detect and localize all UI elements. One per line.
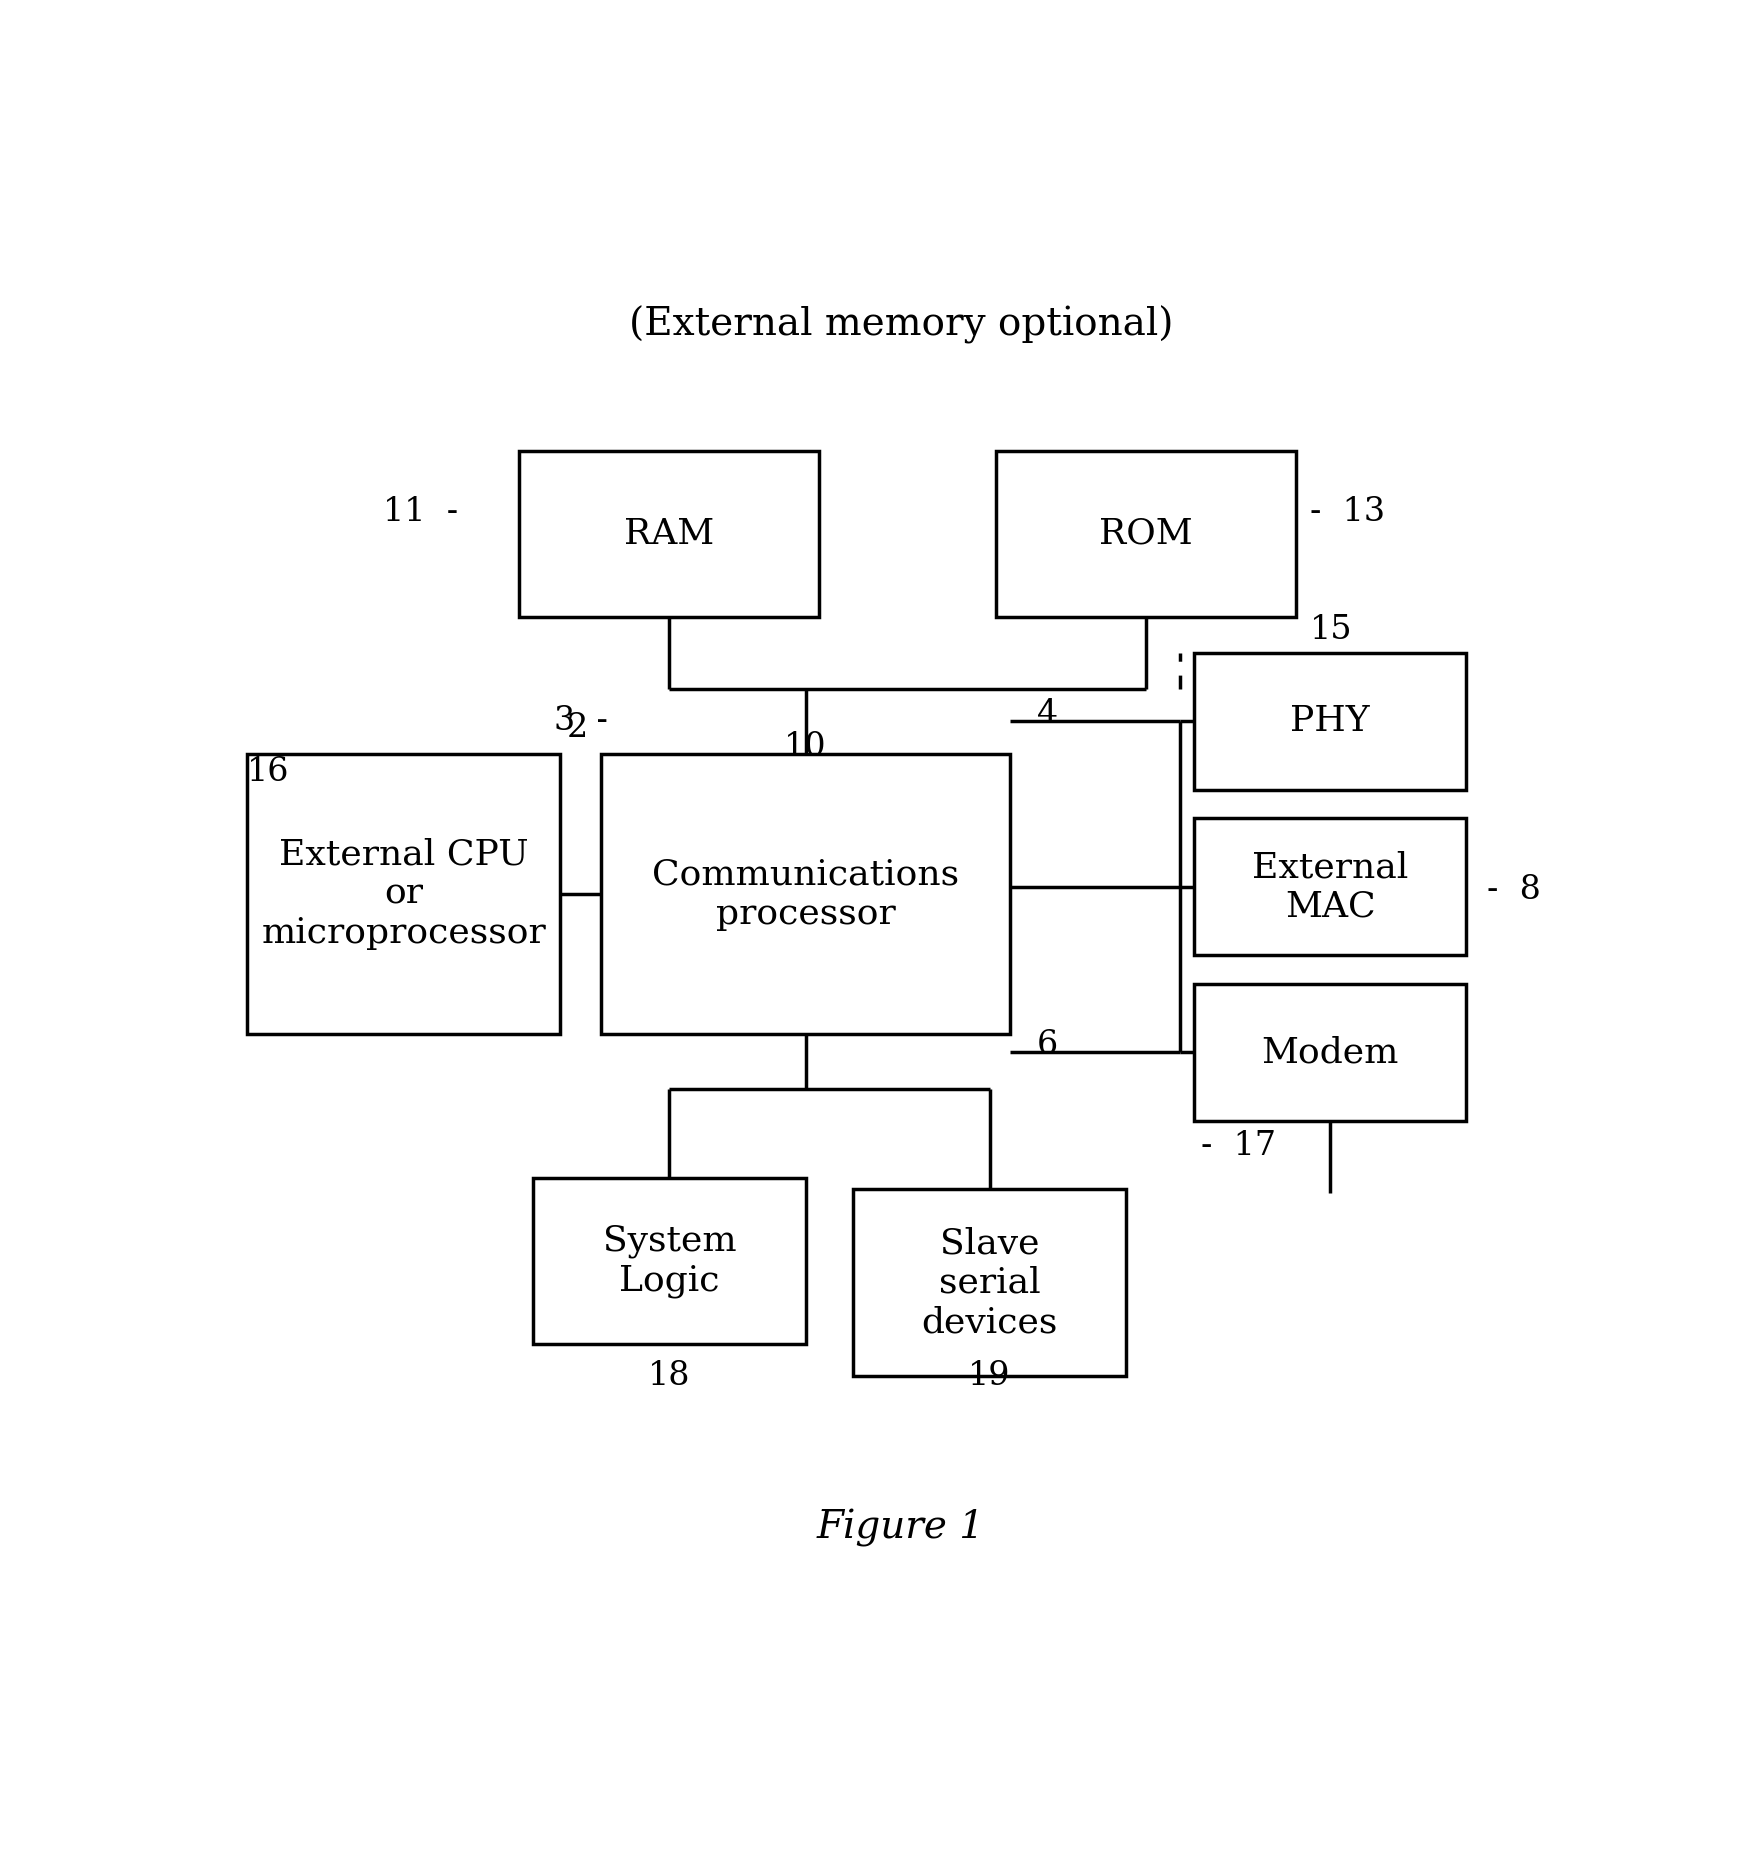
Text: RAM: RAM — [624, 516, 713, 552]
Text: -  13: - 13 — [1309, 496, 1385, 529]
Text: 18: 18 — [648, 1359, 691, 1393]
Text: -  8: - 8 — [1486, 873, 1539, 905]
Text: Slave
serial
devices: Slave serial devices — [921, 1227, 1058, 1339]
Bar — [601, 754, 1010, 1034]
Bar — [996, 451, 1295, 617]
Text: External CPU
or
microprocessor: External CPU or microprocessor — [262, 838, 546, 950]
Bar — [1193, 984, 1465, 1120]
Bar — [532, 1178, 805, 1345]
Bar — [246, 754, 560, 1034]
Bar — [1193, 819, 1465, 956]
Text: PHY: PHY — [1290, 705, 1369, 739]
Text: 2: 2 — [568, 712, 589, 744]
Text: 15: 15 — [1309, 615, 1351, 647]
Bar — [1193, 653, 1465, 789]
Text: 4: 4 — [1037, 698, 1058, 729]
Text: 10: 10 — [784, 731, 826, 763]
Text: 19: 19 — [968, 1359, 1010, 1393]
Bar — [852, 1189, 1124, 1376]
Text: Communications
processor: Communications processor — [652, 856, 959, 931]
Text: ROM: ROM — [1098, 516, 1193, 552]
Text: (External memory optional): (External memory optional) — [629, 307, 1172, 344]
Text: 16: 16 — [246, 755, 290, 787]
Text: External
MAC: External MAC — [1251, 851, 1407, 924]
Text: 6: 6 — [1037, 1028, 1058, 1060]
Text: 11  -: 11 - — [383, 496, 459, 529]
Text: Modem: Modem — [1262, 1036, 1399, 1070]
Text: Figure 1: Figure 1 — [817, 1509, 984, 1546]
Text: System
Logic: System Logic — [603, 1225, 736, 1298]
Text: -  17: - 17 — [1200, 1129, 1276, 1161]
Bar — [520, 451, 819, 617]
Text: 3  -: 3 - — [553, 705, 608, 737]
